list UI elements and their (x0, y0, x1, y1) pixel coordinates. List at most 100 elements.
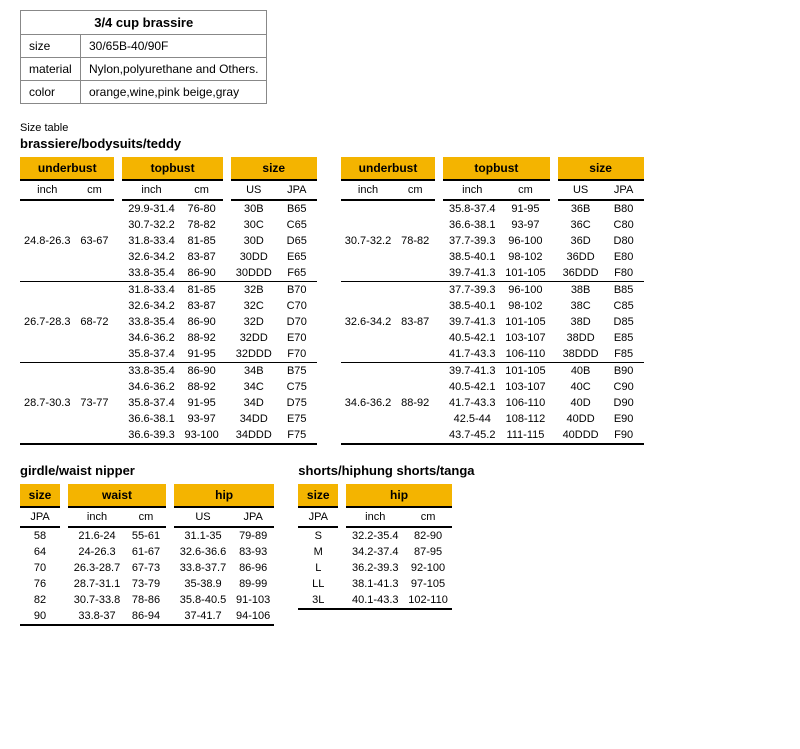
cell: 3L (298, 592, 338, 609)
table-row: 41.7-43.3106-11038DDDF85 (341, 346, 644, 363)
cell: 33.8-35.4 (122, 265, 180, 282)
cell: E80 (604, 249, 644, 265)
cell: 86-90 (180, 363, 222, 380)
cell: 68-72 (74, 314, 114, 330)
cell: 32DD (231, 330, 277, 346)
cell: B90 (604, 363, 644, 380)
product-title: 3/4 cup brassire (21, 11, 267, 35)
cell: E90 (604, 411, 644, 427)
cell: 38.1-41.3 (346, 576, 404, 592)
cell (341, 282, 395, 299)
cell: D90 (604, 395, 644, 411)
sub-us: US (174, 507, 232, 527)
cell: 96-100 (501, 282, 549, 299)
sub-cm: cm (126, 507, 166, 527)
cell: D65 (277, 233, 317, 249)
cell: F65 (277, 265, 317, 282)
cell: F75 (277, 427, 317, 444)
cell: E75 (277, 411, 317, 427)
cell: 32.6-34.2 (122, 298, 180, 314)
sub-us: US (231, 180, 277, 200)
col-size: size (20, 484, 60, 507)
cell: 36.6-38.1 (443, 217, 501, 233)
cell: 103-107 (501, 379, 549, 395)
cell: 34D (231, 395, 277, 411)
cell (341, 411, 395, 427)
cell: 61-67 (126, 544, 166, 560)
info-value: Nylon,polyurethane and Others. (81, 58, 267, 81)
table-row: 33.8-35.486-9030DDDF65 (20, 265, 317, 282)
cell: 96-100 (501, 233, 549, 249)
cell: F90 (604, 427, 644, 444)
cell: 89-99 (232, 576, 274, 592)
table-row: 34.6-36.288-9234CC75 (20, 379, 317, 395)
cell: 101-105 (501, 363, 549, 380)
table-row: 26.7-28.368-7233.8-35.486-9032DD70 (20, 314, 317, 330)
table-row: 29.9-31.476-8030BB65 (20, 200, 317, 217)
cell (74, 379, 114, 395)
table-row: 38.5-40.198-10238CC85 (341, 298, 644, 314)
cell (395, 265, 435, 282)
table-row: 42.5-44108-11240DDE90 (341, 411, 644, 427)
cell (395, 298, 435, 314)
section-title-shorts: shorts/hiphung shorts/tanga (298, 463, 474, 478)
cell: C75 (277, 379, 317, 395)
cell: 37.7-39.3 (443, 282, 501, 299)
cell: 86-90 (180, 265, 222, 282)
cell: 86-94 (126, 608, 166, 625)
cell: 81-85 (180, 282, 222, 299)
cell: 34C (231, 379, 277, 395)
cell: 32DDD (231, 346, 277, 363)
cell: 30DD (231, 249, 277, 265)
cell: 32D (231, 314, 277, 330)
cell: 108-112 (501, 411, 549, 427)
cell: 30.7-32.2 (341, 233, 395, 249)
cell (74, 427, 114, 444)
cell (74, 282, 114, 299)
table-row: 30.7-32.278-8230CC65 (20, 217, 317, 233)
cell (341, 427, 395, 444)
cell (20, 346, 74, 363)
table-row: 5821.6-2455-6131.1-3579-89 (20, 527, 274, 544)
cell: 40DDD (558, 427, 604, 444)
cell: 30.7-32.2 (122, 217, 180, 233)
bra-table-right: underbusttopbustsizeinchcminchcmUSJPA35.… (341, 157, 644, 445)
cell (395, 411, 435, 427)
cell (74, 200, 114, 217)
col-topbust: topbust (122, 157, 222, 180)
cell (20, 200, 74, 217)
cell: 88-92 (395, 395, 435, 411)
sub-cm: cm (395, 180, 435, 200)
cell: 34.2-37.4 (346, 544, 404, 560)
cell: 38B (558, 282, 604, 299)
table-row: 28.7-30.373-7735.8-37.491-9534DD75 (20, 395, 317, 411)
cell: M (298, 544, 338, 560)
cell: 79-89 (232, 527, 274, 544)
cell (74, 249, 114, 265)
table-row: M34.2-37.487-95 (298, 544, 452, 560)
sub-cm: cm (404, 507, 452, 527)
cell: E65 (277, 249, 317, 265)
cell: 38D (558, 314, 604, 330)
cell: 92-100 (404, 560, 452, 576)
cell: 36.6-39.3 (122, 427, 180, 444)
info-label: size (21, 35, 81, 58)
cell: 98-102 (501, 298, 549, 314)
cell: S (298, 527, 338, 544)
cell (20, 217, 74, 233)
sub-jpa: JPA (298, 507, 338, 527)
cell: 76-80 (180, 200, 222, 217)
cell (74, 298, 114, 314)
cell: 29.9-31.4 (122, 200, 180, 217)
cell: 31.8-33.4 (122, 282, 180, 299)
cell: 86-96 (232, 560, 274, 576)
cell: C65 (277, 217, 317, 233)
cell: 34.6-36.2 (122, 379, 180, 395)
cell: 103-107 (501, 330, 549, 346)
cell: D80 (604, 233, 644, 249)
cell: 73-77 (74, 395, 114, 411)
sub-jpa: JPA (20, 507, 60, 527)
col-underbust: underbust (341, 157, 435, 180)
table-row: S32.2-35.482-90 (298, 527, 452, 544)
cell (395, 200, 435, 217)
